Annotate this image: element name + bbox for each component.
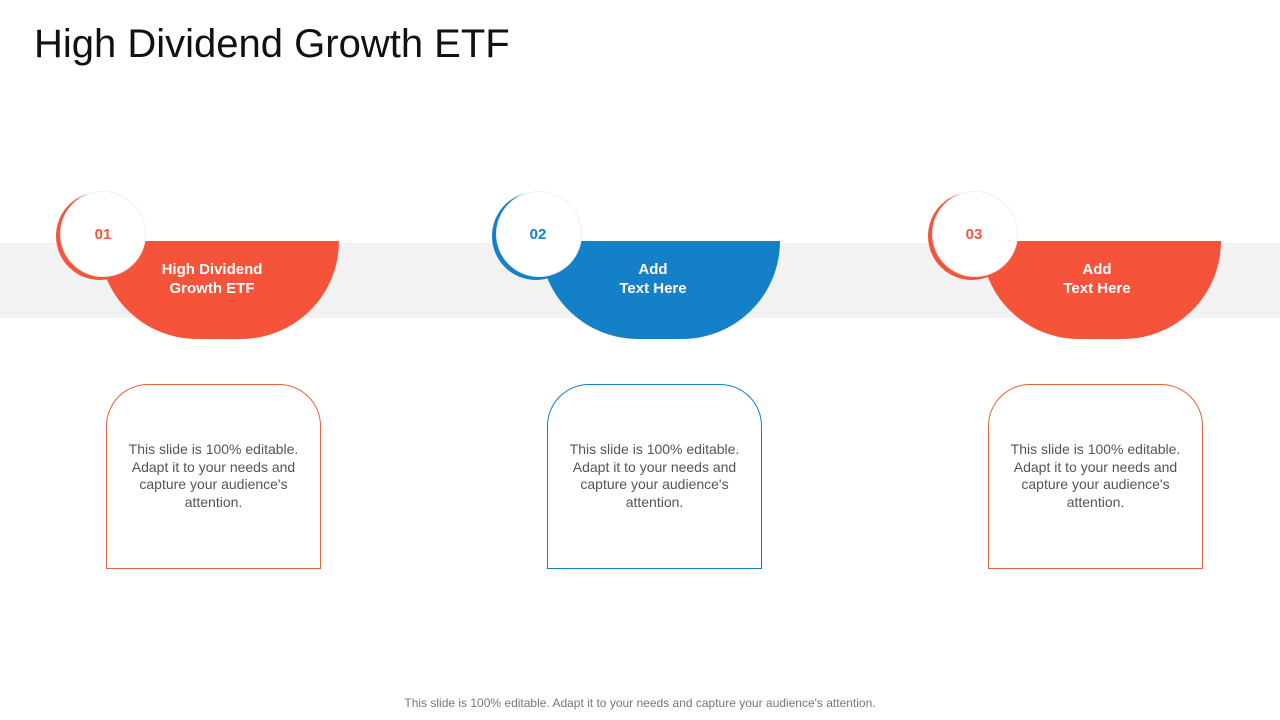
step-3-heading-line-1: Add xyxy=(1082,261,1112,278)
step-1-card: This slide is 100% editable. Adapt it to… xyxy=(106,384,321,569)
step-1-heading: High Dividend Growth ETF xyxy=(112,260,312,298)
footer-note: This slide is 100% editable. Adapt it to… xyxy=(404,696,876,710)
step-2-number-circle xyxy=(496,191,582,277)
step-2-card: This slide is 100% editable. Adapt it to… xyxy=(547,384,762,569)
step-1-heading-line-2: Growth ETF xyxy=(169,280,255,297)
step-1-number-circle xyxy=(60,191,146,277)
step-2-heading-line-1: Add xyxy=(638,261,668,278)
page-title: High Dividend Growth ETF xyxy=(34,22,510,66)
step-2-heading: Add Text Here xyxy=(553,260,753,298)
step-3-heading: Add Text Here xyxy=(997,260,1197,298)
step-3-heading-line-2: Text Here xyxy=(1063,280,1131,297)
step-2-card-text: This slide is 100% editable. Adapt it to… xyxy=(569,441,740,510)
step-3-card-text: This slide is 100% editable. Adapt it to… xyxy=(1010,441,1181,510)
step-3-number-circle xyxy=(932,191,1018,277)
step-2-number: 02 xyxy=(529,226,547,243)
step-3-card: This slide is 100% editable. Adapt it to… xyxy=(988,384,1203,569)
step-1-number: 01 xyxy=(94,226,112,243)
step-1-card-text: This slide is 100% editable. Adapt it to… xyxy=(128,441,299,510)
step-3-number: 03 xyxy=(965,226,983,243)
step-2-heading-line-2: Text Here xyxy=(619,280,687,297)
step-1-heading-line-1: High Dividend xyxy=(161,261,263,278)
